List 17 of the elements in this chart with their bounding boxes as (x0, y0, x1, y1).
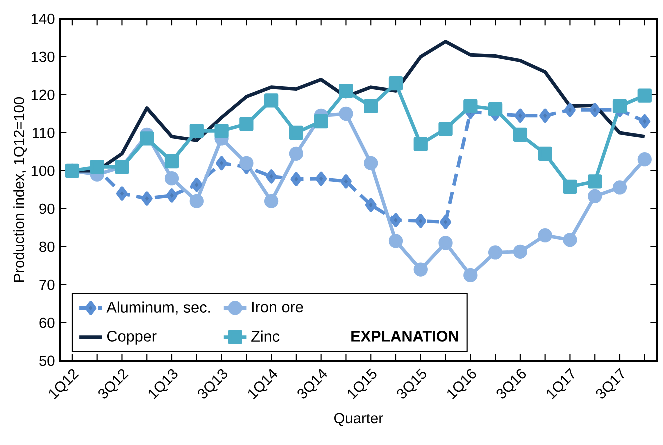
y-tick-label: 70 (40, 280, 55, 290)
legend-label: Zinc (252, 330, 280, 342)
y-axis-title: Production index, 1Q12=100 (14, 97, 27, 282)
legend-label: Iron ore (252, 302, 304, 313)
y-tick-label: 100 (32, 166, 55, 176)
x-axis-title: Quarter (334, 413, 384, 426)
legend-title: EXPLANATION (352, 331, 458, 342)
y-tick-label: 80 (40, 242, 55, 252)
legend-label: Aluminum, sec. (106, 302, 210, 315)
y-tick-label: 90 (40, 204, 55, 214)
y-tick-label: 50 (40, 356, 55, 366)
y-tick-label: 110 (33, 128, 55, 138)
y-tick-label: 130 (32, 52, 55, 62)
legend-label: Copper (107, 331, 157, 345)
y-tick-label: 60 (40, 318, 55, 328)
y-tick-label: 140 (32, 14, 55, 24)
y-tick-label: 120 (32, 90, 55, 100)
